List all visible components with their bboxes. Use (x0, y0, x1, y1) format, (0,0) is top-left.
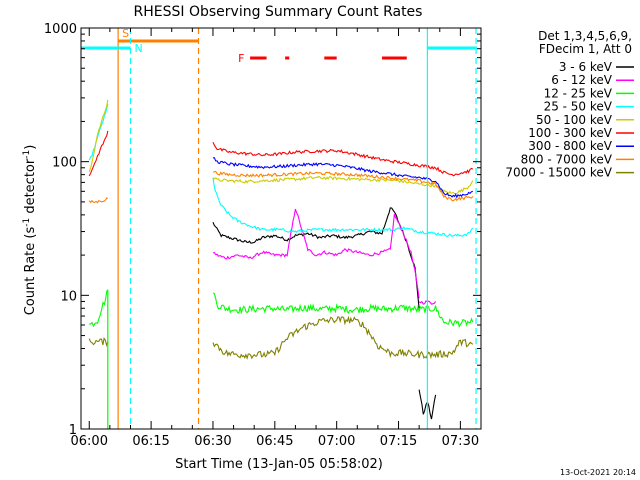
series-3-segment-1 (212, 177, 474, 238)
series-8 (88, 315, 474, 360)
plot-frame (80, 27, 482, 430)
legend-label: 7000 - 15000 keV (505, 166, 612, 180)
legend-label: 6 - 12 keV (551, 73, 613, 87)
marker-label-3: F (238, 52, 244, 65)
y-axis: 1 10 100 1000 (44, 22, 481, 438)
series-0-segment-0 (212, 207, 420, 309)
marker-label-0: S (122, 27, 129, 40)
series-6-segment-0 (212, 157, 473, 199)
series-7 (88, 170, 474, 204)
y-tick-label: 100 (52, 156, 77, 171)
y-axis-label-end: ) (23, 145, 38, 150)
series-4-segment-1 (212, 175, 474, 195)
y-axis-label: Count Rate (s-1 detector-1) (22, 145, 38, 316)
series-4-segment-0 (88, 99, 109, 172)
legend-header-line-2: FDecim 1, Att 0 (539, 42, 632, 56)
footer-date: 13-Oct-2021 20:14 (560, 468, 636, 477)
series-5-segment-0 (88, 130, 109, 177)
series-0 (212, 207, 437, 420)
x-tick-label: 07:30 (442, 434, 479, 449)
series-5 (88, 130, 474, 177)
x-axis-label: Start Time (13-Jan-05 05:58:02) (175, 457, 383, 472)
chart-title: RHESSI Observing Summary Count Rates (134, 4, 423, 20)
series-2 (89, 289, 474, 328)
series-2-segment-1 (212, 292, 474, 328)
y-tick-label: 10 (60, 289, 77, 304)
x-tick-label: 06:30 (194, 434, 231, 449)
y-axis-label-sup2: -1 (22, 150, 32, 159)
legend-label: 100 - 300 keV (528, 126, 612, 140)
legend-label: 50 - 100 keV (536, 113, 613, 127)
y-tick-label: 1000 (44, 22, 77, 37)
legend-label: 3 - 6 keV (559, 60, 613, 74)
marker-label-1: N (134, 42, 142, 55)
legend-header-line-1: Det 1,3,4,5,6,9, (538, 29, 632, 43)
series-6 (212, 157, 473, 199)
series-3-segment-0 (88, 103, 109, 161)
series-8-segment-0 (88, 337, 109, 347)
legend-label: 12 - 25 keV (544, 86, 613, 100)
legend-label: 300 - 800 keV (528, 139, 612, 153)
legend-label: 25 - 50 keV (544, 100, 613, 114)
x-axis: 06:00 06:15 06:30 06:45 07:00 07:15 07:30 (71, 28, 479, 449)
plot-area: SN F (81, 27, 477, 429)
series-7-segment-0 (88, 197, 109, 204)
series-7-segment-1 (213, 170, 474, 202)
y-tick-label: 1 (69, 423, 77, 438)
x-tick-label: 06:15 (132, 434, 169, 449)
legend-label: 800 - 7000 keV (521, 152, 613, 166)
series-2-segment-0 (89, 289, 109, 328)
series-1-segment-0 (212, 208, 420, 299)
x-tick-label: 07:15 (380, 434, 417, 449)
x-tick-label: 07:00 (318, 434, 355, 449)
y-axis-label-rest: detector (23, 158, 38, 218)
series-8-segment-1 (212, 315, 474, 360)
series-1 (212, 208, 437, 305)
y-axis-label-sup: -1 (22, 218, 32, 227)
y-axis-label-main: Count Rate (s (23, 227, 38, 316)
x-tick-label: 06:00 (71, 434, 108, 449)
series-3 (88, 103, 474, 238)
series-5-segment-1 (212, 141, 474, 177)
x-tick-label: 06:45 (256, 434, 293, 449)
series-4 (88, 99, 474, 195)
legend: Det 1,3,4,5,6,9, FDecim 1, Att 0 3 - 6 k… (505, 29, 634, 180)
markers: SN F (81, 27, 477, 429)
